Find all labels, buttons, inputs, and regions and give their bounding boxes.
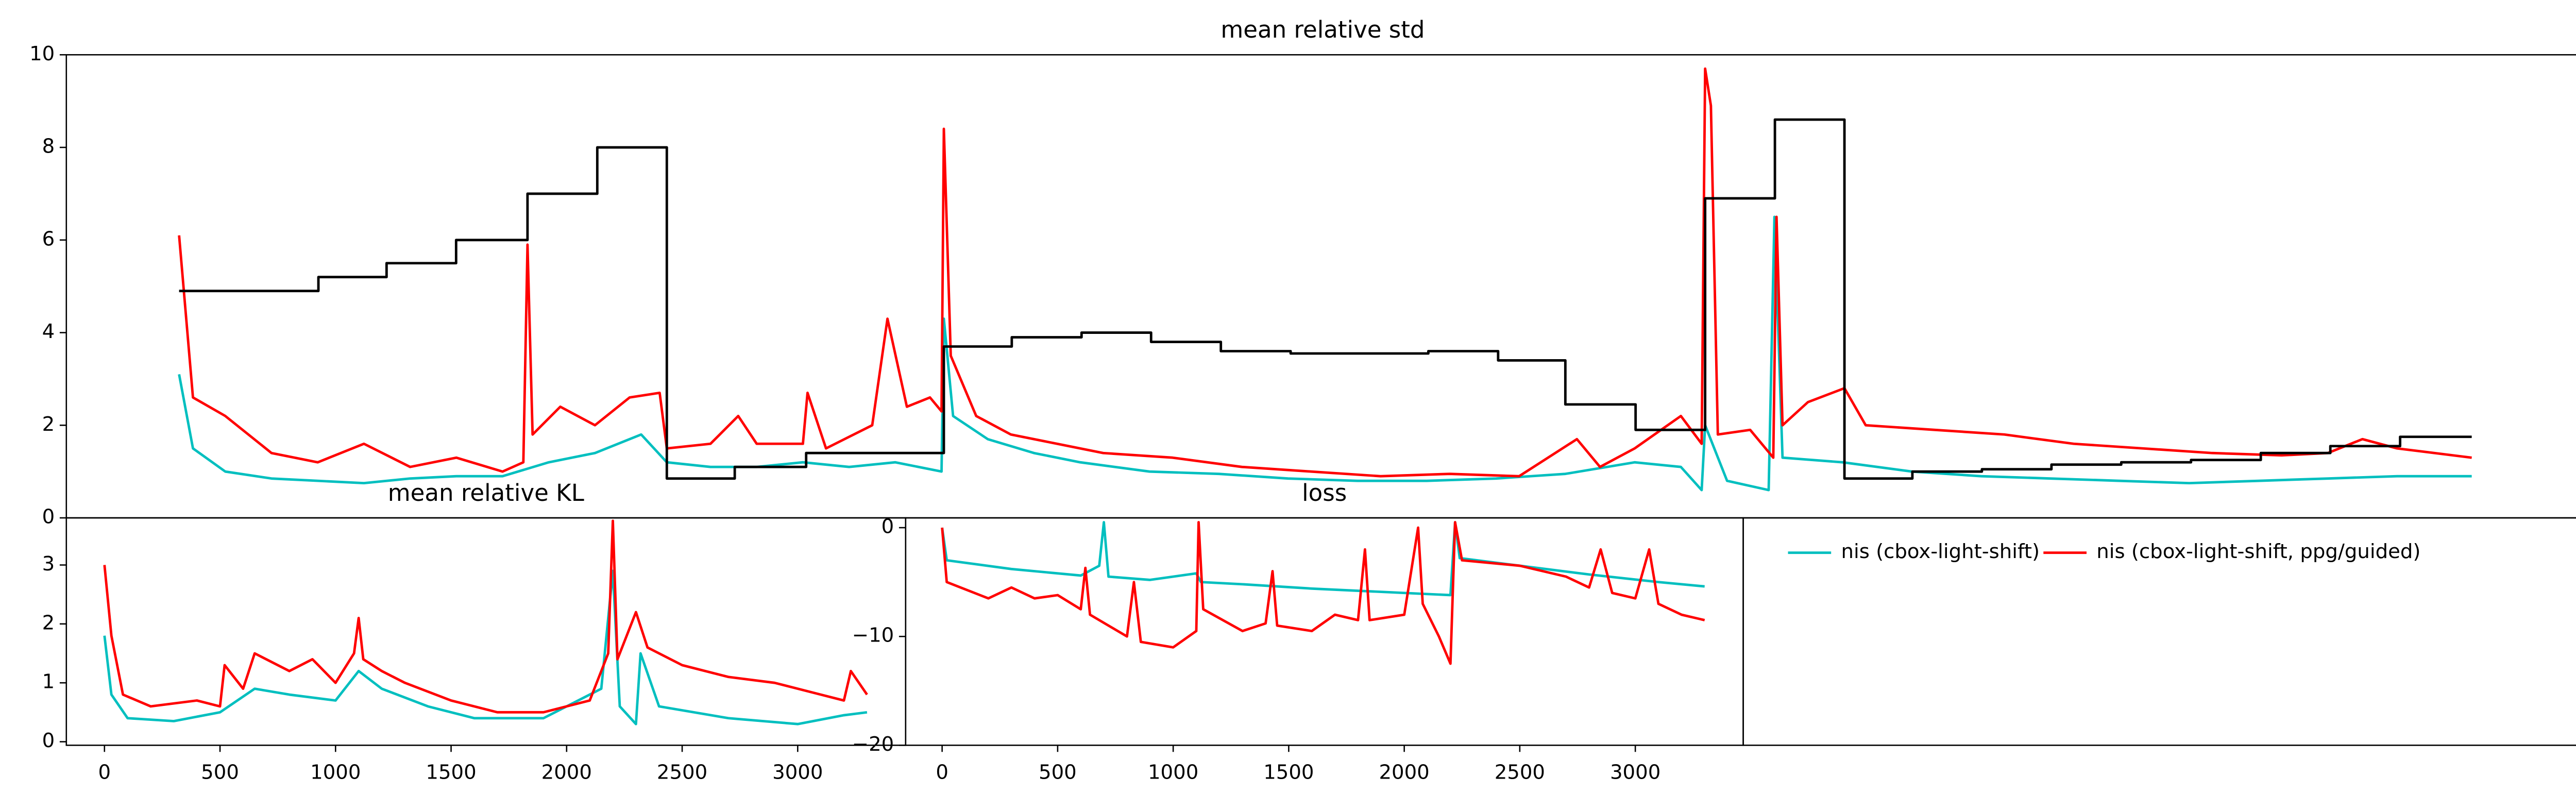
chart-title: mean relative KL <box>388 479 584 507</box>
axes-frame <box>65 517 907 746</box>
y-tick-label: 1 <box>42 670 55 694</box>
x-tick-label: 500 <box>201 761 239 784</box>
x-tick-label: 0 <box>936 761 948 784</box>
x-tick-label: 2000 <box>541 761 592 784</box>
x-tick-label: 1500 <box>1263 761 1314 784</box>
legend-label: nis (cbox-light-shift) <box>1841 540 2040 563</box>
x-tick-label: 3000 <box>772 761 823 784</box>
y-tick-label: 0 <box>42 729 55 752</box>
chart-title: mean relative std <box>1221 16 1425 43</box>
x-tick-label: 1000 <box>310 761 361 784</box>
series-line <box>103 519 868 714</box>
x-tick-label: 500 <box>1039 761 1077 784</box>
x-tick-label: 3000 <box>1610 761 1660 784</box>
y-tick-label: −20 <box>852 733 894 756</box>
series-line <box>941 521 1705 665</box>
y-tick-label: 8 <box>42 135 55 158</box>
x-tick-label: 2500 <box>657 761 707 784</box>
series-line <box>178 215 2472 492</box>
y-tick-label: 2 <box>42 611 55 634</box>
series-line <box>178 67 2472 478</box>
y-tick-label: 4 <box>42 320 55 343</box>
y-tick-label: 0 <box>42 505 55 529</box>
chart-title: loss <box>1302 479 1347 507</box>
legend-label: nis (cbox-light-shift, ppg/guided) <box>2096 540 2420 563</box>
y-tick-label: 0 <box>882 515 894 538</box>
axes-frame <box>65 54 2576 519</box>
series-line <box>179 118 2472 480</box>
y-tick-label: −10 <box>852 624 894 647</box>
x-tick-label: 1000 <box>1148 761 1198 784</box>
x-tick-label: 2500 <box>1495 761 1545 784</box>
y-tick-label: 2 <box>42 413 55 436</box>
x-tick-label: 2000 <box>1379 761 1429 784</box>
x-tick-label: 0 <box>98 761 111 784</box>
y-tick-label: 10 <box>29 42 55 65</box>
series-line <box>103 569 868 725</box>
x-tick-label: 1500 <box>426 761 476 784</box>
y-tick-label: 6 <box>42 227 55 250</box>
y-tick-label: 3 <box>42 552 55 576</box>
axes-frame <box>905 517 1744 746</box>
